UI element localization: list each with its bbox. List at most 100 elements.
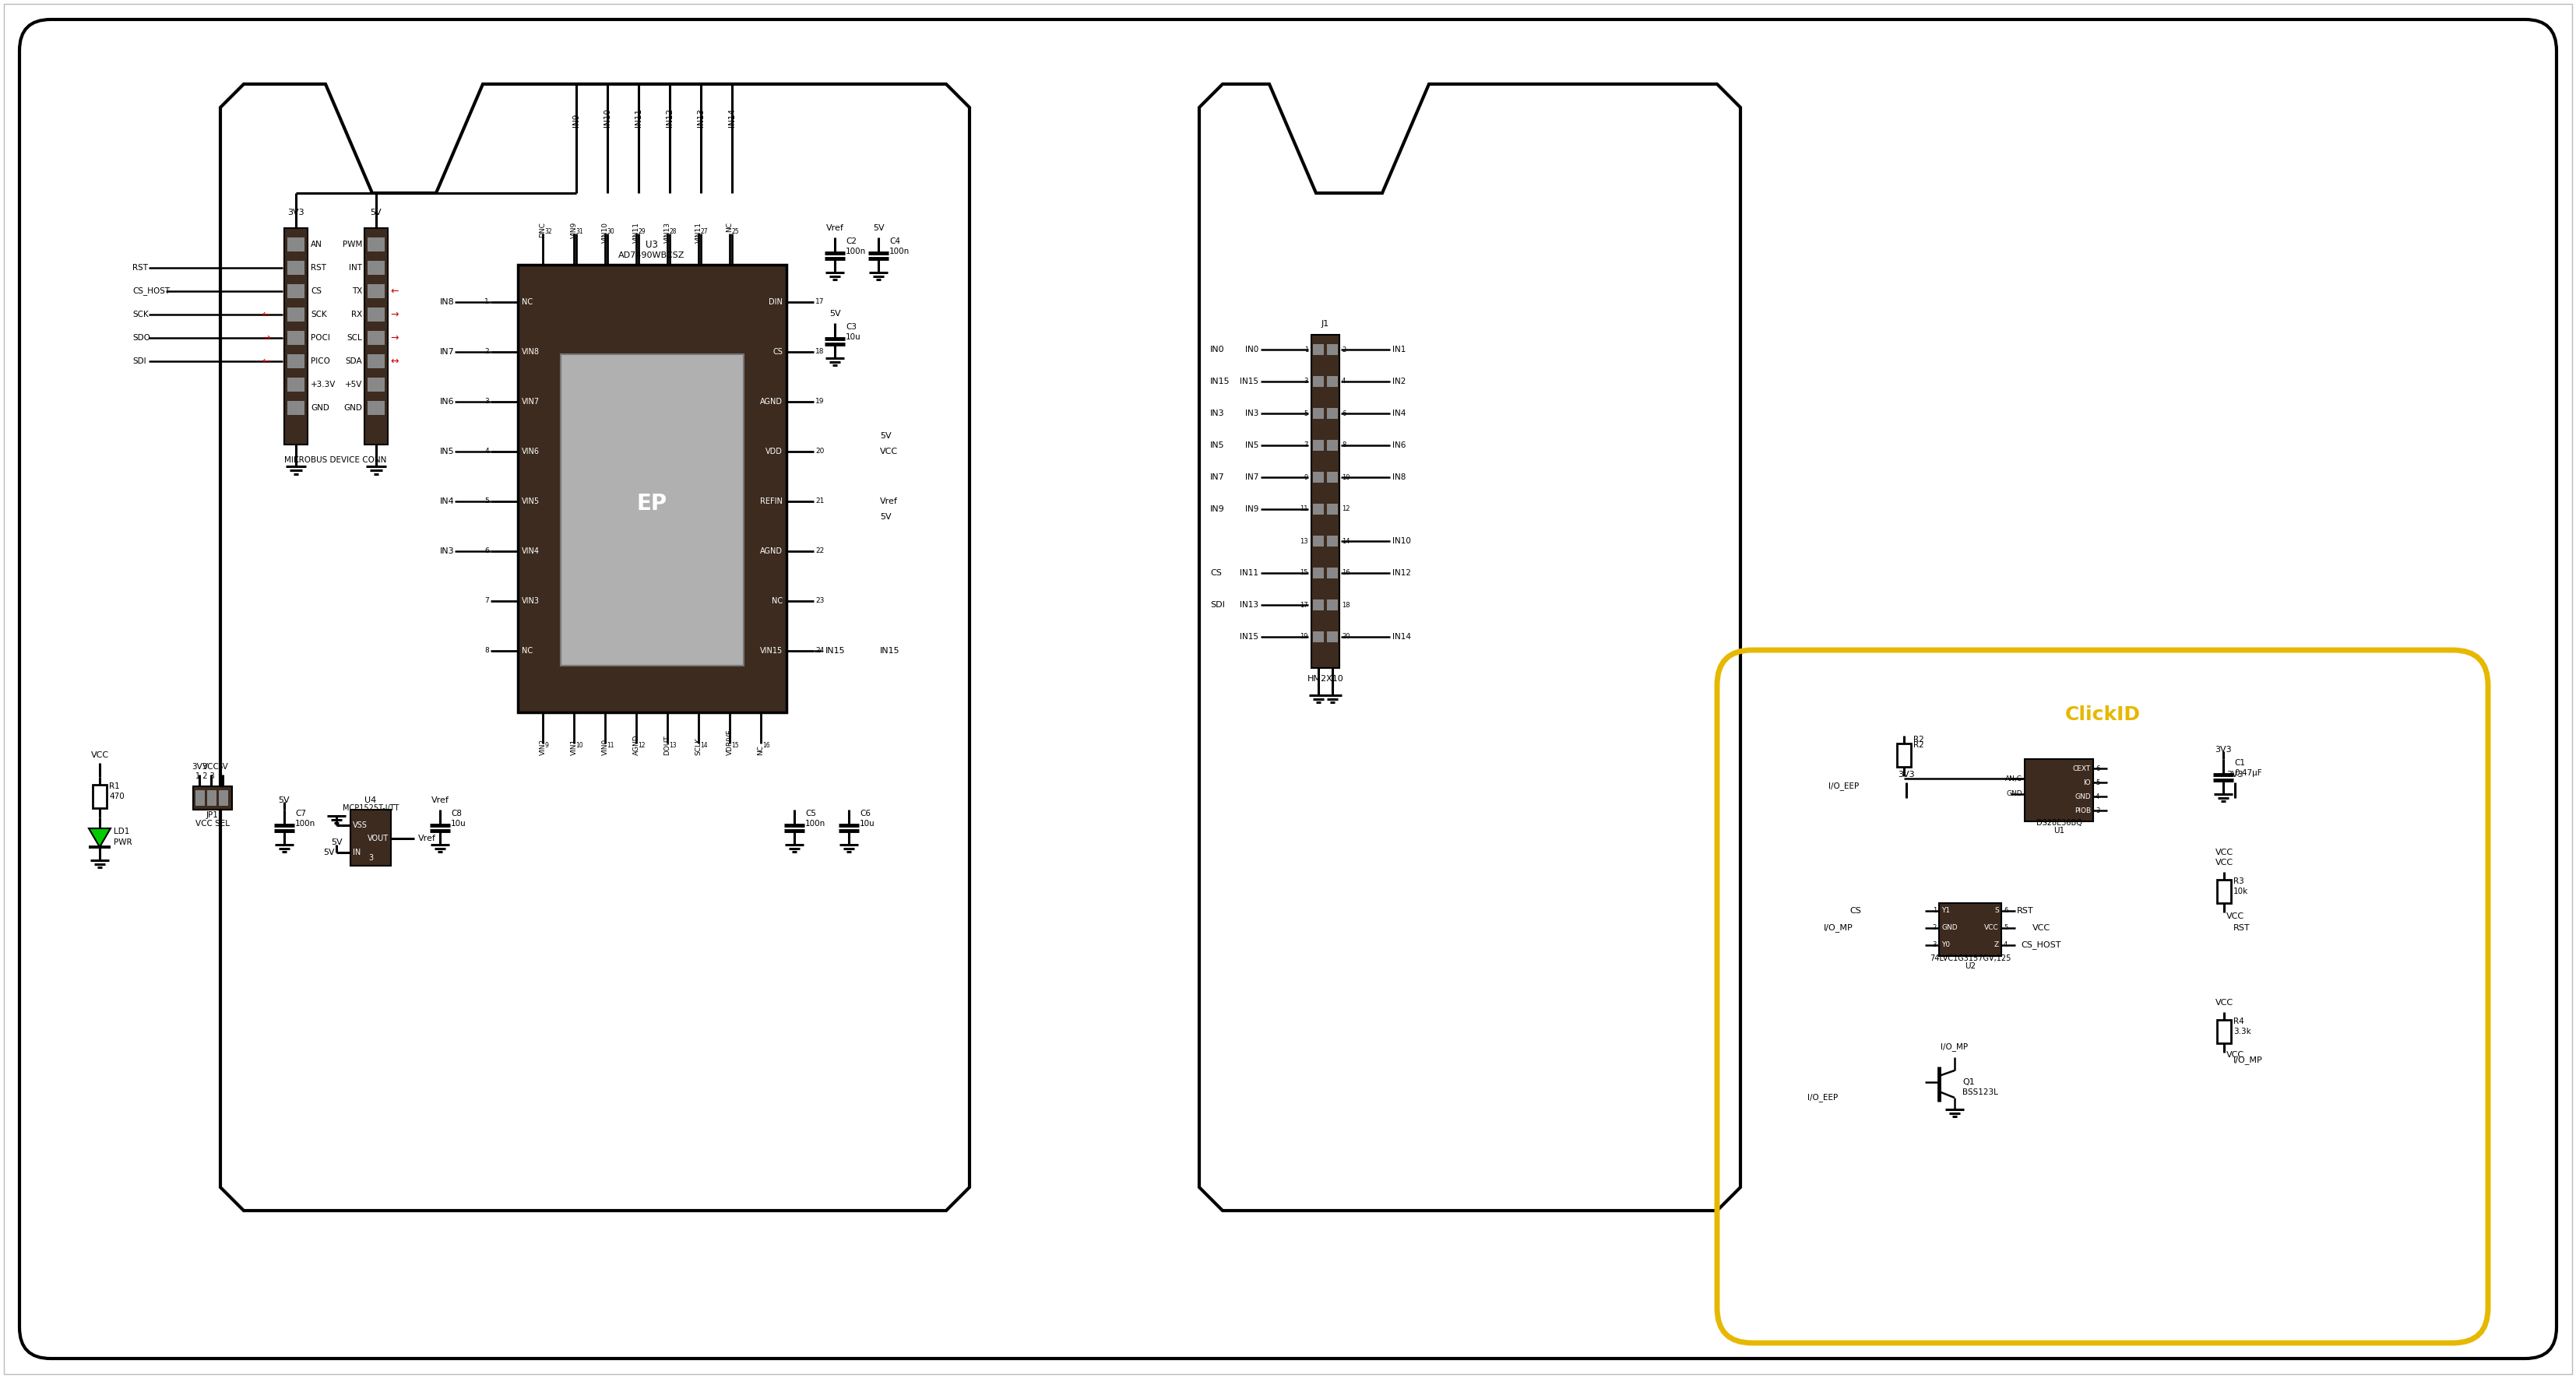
Text: VCC: VCC — [881, 448, 899, 456]
Text: C4: C4 — [889, 237, 899, 245]
Text: IN: IN — [353, 849, 361, 856]
Text: 15: 15 — [732, 741, 739, 748]
Text: AGND: AGND — [634, 734, 639, 755]
Text: VCC: VCC — [204, 763, 219, 770]
Text: IN7: IN7 — [440, 349, 453, 356]
Text: 5V: 5V — [873, 225, 884, 232]
Bar — [2218, 879, 2231, 903]
Text: AGND: AGND — [760, 398, 783, 405]
Text: R4: R4 — [2233, 1017, 2244, 1025]
Text: VIN15: VIN15 — [760, 646, 783, 655]
Text: 8: 8 — [484, 648, 489, 655]
Bar — [1314, 440, 1324, 451]
Text: 470: 470 — [108, 792, 124, 801]
Text: 3V3: 3V3 — [289, 208, 304, 216]
Text: PWR: PWR — [113, 838, 131, 846]
Text: SDI: SDI — [131, 357, 147, 365]
Text: GND: GND — [2074, 792, 2092, 801]
Text: RST: RST — [2233, 925, 2251, 932]
Text: VDD: VDD — [765, 448, 783, 456]
Text: IN11: IN11 — [634, 109, 641, 127]
Text: 14: 14 — [1342, 537, 1350, 544]
Bar — [206, 790, 216, 806]
Text: 5V: 5V — [881, 433, 891, 440]
Text: 3: 3 — [1932, 941, 1937, 948]
Text: VIN9: VIN9 — [569, 222, 577, 238]
Bar — [1314, 471, 1324, 482]
Text: I/O_MP: I/O_MP — [2233, 1056, 2262, 1065]
Text: PIOB: PIOB — [2074, 808, 2092, 814]
Text: C6: C6 — [860, 810, 871, 817]
Text: 22: 22 — [817, 547, 824, 555]
Text: JP1: JP1 — [206, 812, 219, 819]
Text: 3: 3 — [484, 398, 489, 405]
Text: 5V: 5V — [829, 310, 840, 318]
Text: VIN4: VIN4 — [523, 547, 538, 555]
Bar — [1314, 599, 1324, 610]
Bar — [368, 260, 384, 274]
Bar — [1327, 631, 1337, 642]
Bar — [1314, 536, 1324, 547]
Bar — [1327, 408, 1337, 419]
Text: IN9: IN9 — [572, 113, 580, 127]
Text: U3: U3 — [647, 240, 657, 251]
Text: CS_HOST: CS_HOST — [131, 287, 170, 295]
Text: J1: J1 — [1321, 320, 1329, 328]
Bar — [1327, 440, 1337, 451]
Text: ClickID: ClickID — [2066, 706, 2141, 723]
Text: U1: U1 — [2053, 827, 2063, 835]
Text: IN5: IN5 — [1244, 441, 1260, 449]
Text: 9: 9 — [544, 741, 549, 748]
Text: GND: GND — [343, 404, 363, 412]
Text: I/O_MP: I/O_MP — [1940, 1043, 1968, 1051]
Text: 100n: 100n — [889, 248, 909, 255]
Text: 13: 13 — [670, 741, 677, 748]
Text: IN7: IN7 — [1211, 474, 1224, 481]
Text: 5: 5 — [484, 497, 489, 504]
Text: 5: 5 — [2094, 779, 2099, 785]
Text: 3V3: 3V3 — [2226, 770, 2244, 779]
Text: VIN5: VIN5 — [523, 497, 541, 506]
Bar — [1311, 335, 1340, 668]
Text: NC: NC — [523, 646, 533, 655]
Text: 3: 3 — [1303, 378, 1309, 384]
Text: VIN7: VIN7 — [523, 398, 541, 405]
Text: IN8: IN8 — [440, 298, 453, 306]
Text: SDI: SDI — [1211, 601, 1224, 609]
Polygon shape — [88, 828, 111, 847]
Text: 32: 32 — [544, 229, 551, 236]
Text: IN15: IN15 — [881, 646, 899, 655]
Text: C2: C2 — [845, 237, 858, 245]
Text: IN15: IN15 — [824, 646, 845, 655]
Text: VCC: VCC — [2226, 1051, 2244, 1058]
Text: SCL: SCL — [348, 333, 363, 342]
Text: IN3: IN3 — [1244, 409, 1260, 418]
Text: IN5: IN5 — [1211, 441, 1224, 449]
Text: C3: C3 — [845, 322, 858, 331]
Bar — [1896, 744, 1911, 766]
Bar — [562, 354, 744, 666]
Text: 10: 10 — [1342, 474, 1350, 481]
Text: EP: EP — [636, 493, 667, 514]
Text: I/O_EEP: I/O_EEP — [1829, 783, 1860, 791]
Text: 17: 17 — [1301, 601, 1309, 609]
Bar — [350, 810, 392, 865]
Text: 3V3: 3V3 — [191, 763, 206, 770]
Text: 3: 3 — [368, 854, 374, 861]
Bar — [2025, 759, 2094, 821]
Text: 5V: 5V — [881, 513, 891, 521]
Bar — [289, 307, 304, 321]
Text: 30: 30 — [605, 229, 613, 236]
Bar — [1327, 376, 1337, 387]
Text: BSS123L: BSS123L — [1963, 1089, 1999, 1096]
Text: 18: 18 — [817, 349, 824, 356]
Text: 1: 1 — [1303, 346, 1309, 353]
Text: IN4: IN4 — [1394, 409, 1406, 418]
Text: R2: R2 — [1914, 741, 1924, 750]
Text: VIN0: VIN0 — [603, 739, 608, 755]
Text: NC: NC — [757, 745, 765, 755]
Text: →: → — [389, 333, 399, 343]
Text: +5V: +5V — [345, 380, 363, 389]
Text: AGND: AGND — [760, 547, 783, 555]
Text: Vref: Vref — [881, 497, 899, 506]
